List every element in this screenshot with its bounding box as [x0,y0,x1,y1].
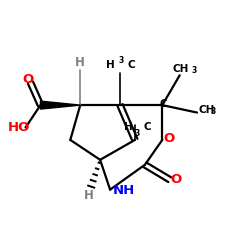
Text: O: O [170,173,181,186]
Text: H: H [106,60,115,70]
Text: C: C [160,99,167,109]
Text: NH: NH [112,184,135,198]
Text: HO: HO [8,121,30,134]
Text: 3: 3 [135,129,140,138]
Text: H: H [75,56,85,69]
Text: C: C [144,122,151,132]
Text: 3: 3 [192,66,197,75]
Polygon shape [40,101,80,109]
Text: H: H [84,189,94,202]
Text: CH: CH [173,64,189,74]
Text: 3: 3 [119,56,124,65]
Text: O: O [22,72,34,86]
Text: O: O [163,132,174,145]
Text: CH: CH [198,105,215,115]
Text: H: H [124,122,132,132]
Text: 3: 3 [210,107,216,116]
Text: C: C [128,60,135,70]
